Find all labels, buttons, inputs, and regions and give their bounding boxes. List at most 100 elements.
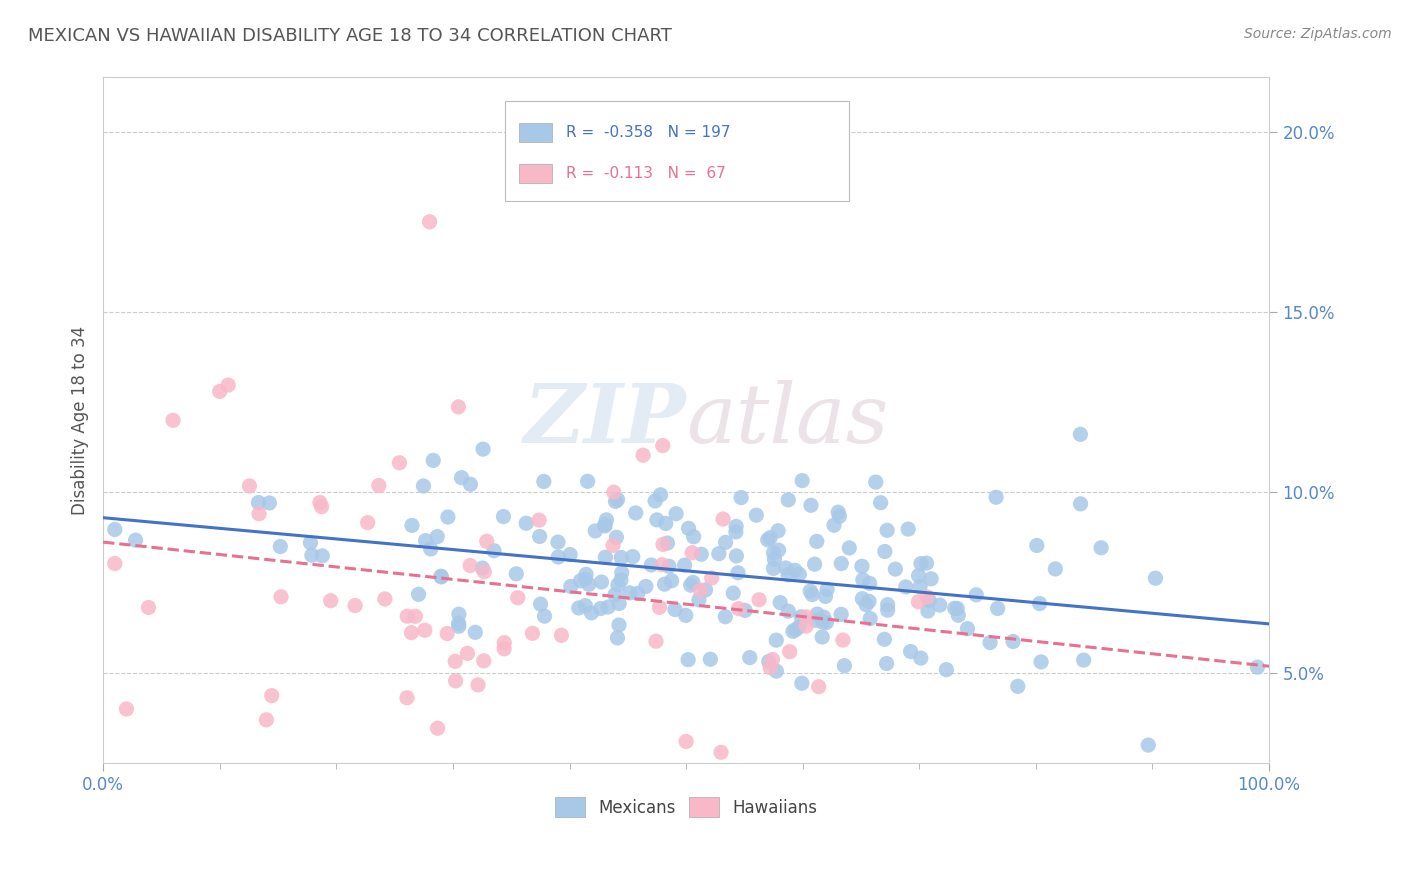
Point <box>247 495 270 509</box>
Point <box>823 518 845 533</box>
Point <box>591 575 613 590</box>
Point <box>700 571 723 585</box>
Point <box>426 530 449 544</box>
Point <box>583 524 606 538</box>
Point <box>447 607 470 622</box>
Point <box>529 529 551 543</box>
Point <box>593 517 616 532</box>
Point <box>401 625 423 640</box>
Point <box>800 498 823 512</box>
Point <box>1007 679 1029 693</box>
Point <box>619 586 641 600</box>
Point <box>624 506 647 520</box>
Point <box>725 519 748 533</box>
Point <box>634 579 657 593</box>
Point <box>547 549 569 564</box>
Point <box>621 549 644 564</box>
Point <box>595 513 617 527</box>
Point <box>782 624 804 639</box>
Point <box>471 561 494 575</box>
Point <box>778 492 800 507</box>
Point <box>876 598 898 612</box>
Point <box>794 610 817 624</box>
Point <box>426 721 449 735</box>
Point <box>763 552 786 566</box>
Point <box>794 619 817 633</box>
Point <box>522 626 544 640</box>
Point <box>430 569 453 583</box>
Point <box>828 509 851 524</box>
Point <box>830 557 852 571</box>
Point <box>787 620 810 634</box>
Point <box>876 657 898 671</box>
Point <box>908 580 931 594</box>
Point <box>436 626 458 640</box>
Point <box>515 516 537 531</box>
Point <box>458 558 481 573</box>
Point <box>533 475 555 489</box>
Point <box>603 588 626 602</box>
Point <box>412 479 434 493</box>
Point <box>734 603 756 617</box>
Point <box>533 609 555 624</box>
Point <box>492 509 515 524</box>
Point <box>682 530 704 544</box>
Point <box>596 600 619 615</box>
Point <box>401 518 423 533</box>
Point <box>714 609 737 624</box>
Point <box>1070 497 1092 511</box>
Point <box>527 513 550 527</box>
Point <box>430 570 453 584</box>
Point <box>689 583 711 598</box>
Point <box>803 558 825 572</box>
Point <box>344 599 367 613</box>
Text: R =  -0.113   N =  67: R = -0.113 N = 67 <box>567 166 725 181</box>
Point <box>876 524 898 538</box>
Point <box>247 507 270 521</box>
Point <box>269 540 291 554</box>
Point <box>607 618 630 632</box>
Point <box>711 512 734 526</box>
Point <box>801 588 824 602</box>
Point <box>855 598 877 612</box>
Point <box>661 574 683 588</box>
Point <box>910 557 932 571</box>
Point <box>589 601 612 615</box>
Point <box>650 488 672 502</box>
Point <box>917 604 939 618</box>
Point <box>918 593 941 607</box>
Point <box>482 543 505 558</box>
Point <box>664 602 686 616</box>
Point <box>723 586 745 600</box>
Point <box>651 438 673 452</box>
Point <box>678 521 700 535</box>
Point <box>765 633 787 648</box>
Point <box>578 577 600 591</box>
Point <box>475 534 498 549</box>
Point <box>419 541 441 556</box>
Point <box>610 573 633 587</box>
Point <box>769 595 792 609</box>
Point <box>815 615 838 630</box>
Point <box>1028 597 1050 611</box>
Point <box>790 676 813 690</box>
Point <box>806 607 828 621</box>
Point <box>779 645 801 659</box>
Point <box>1246 660 1268 674</box>
Point <box>858 594 880 608</box>
Point <box>785 623 807 637</box>
Point <box>254 713 277 727</box>
Point <box>838 541 860 555</box>
Point <box>987 601 1010 615</box>
Point <box>915 556 938 570</box>
Point <box>413 624 436 638</box>
Point <box>217 378 239 392</box>
Point <box>1069 427 1091 442</box>
Point <box>388 456 411 470</box>
Point <box>766 524 789 538</box>
Point <box>450 471 472 485</box>
Point <box>725 549 748 563</box>
Point <box>876 603 898 617</box>
Legend: Mexicans, Hawaiians: Mexicans, Hawaiians <box>548 791 824 823</box>
Point <box>979 635 1001 649</box>
